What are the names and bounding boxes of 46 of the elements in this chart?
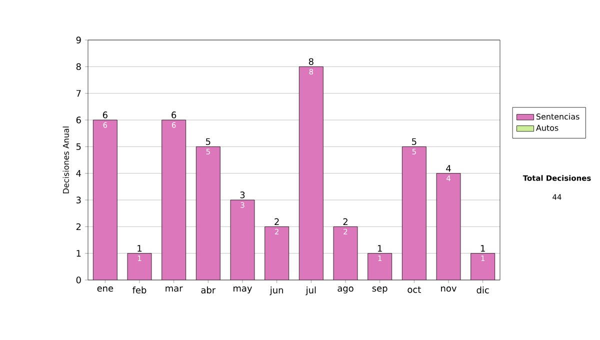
bar [334, 226, 358, 280]
x-tick-label: ago [338, 286, 354, 294]
total-label: 4 [446, 165, 451, 172]
x-tick-label: dic [476, 286, 489, 294]
total-label: 3 [240, 192, 245, 198]
total-label: 1 [378, 245, 382, 252]
y-tick-label: 4 [76, 170, 81, 177]
x-tick-label: feb [132, 286, 146, 294]
y-tick-label: 3 [76, 196, 81, 204]
bar [196, 146, 220, 280]
y-tick-label: 6 [76, 116, 81, 124]
bar [299, 66, 324, 280]
total-label: 5 [206, 138, 210, 145]
x-tick-label: ene [97, 286, 114, 292]
bar [436, 173, 461, 280]
total-label: 6 [172, 112, 176, 118]
y-tick-label: 7 [76, 90, 81, 97]
total-label: 2 [343, 218, 348, 225]
total-label: 2 [274, 218, 279, 225]
bar [264, 226, 289, 280]
total-label: 5 [412, 138, 416, 145]
bar [368, 253, 392, 280]
bar [230, 200, 255, 280]
total-label: 6 [102, 112, 108, 118]
y-tick-label: 0 [76, 276, 81, 284]
x-tick-label: oct [408, 286, 421, 293]
y-tick-label: 2 [76, 223, 81, 230]
x-tick-label: jun [270, 286, 284, 296]
x-tick-label: sep [372, 286, 388, 294]
x-tick-label: may [234, 286, 252, 294]
total-label: 1 [138, 245, 142, 252]
bar [402, 146, 426, 280]
total-label: 1 [480, 245, 485, 252]
x-tick-label: nov [441, 286, 456, 292]
total-label: 8 [308, 58, 314, 65]
y-tick-label: 1 [76, 250, 81, 257]
y-tick-label: 8 [76, 63, 81, 70]
bar [128, 253, 152, 280]
x-tick-label: mar [166, 286, 183, 292]
bar [93, 120, 118, 280]
y-tick-label: 5 [76, 143, 81, 150]
y-tick-label: 9 [76, 36, 81, 44]
bar [470, 253, 496, 280]
bar [162, 120, 186, 280]
x-tick-label: jul [306, 286, 316, 296]
x-tick-label: abr [201, 286, 216, 294]
